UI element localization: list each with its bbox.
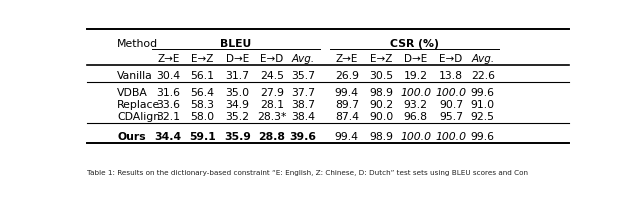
Text: CDAlign: CDAlign	[117, 111, 161, 121]
Text: 28.1: 28.1	[260, 100, 284, 110]
Text: 35.7: 35.7	[291, 71, 316, 81]
Text: 27.9: 27.9	[260, 88, 284, 98]
Text: Vanilla: Vanilla	[117, 71, 153, 81]
Text: 98.9: 98.9	[369, 131, 393, 141]
Text: D→E: D→E	[404, 54, 428, 64]
Text: 99.4: 99.4	[335, 88, 359, 98]
Text: 99.6: 99.6	[471, 131, 495, 141]
Text: BLEU: BLEU	[220, 38, 252, 48]
Text: 100.0: 100.0	[400, 88, 431, 98]
Text: 22.6: 22.6	[471, 71, 495, 81]
Text: 91.0: 91.0	[470, 100, 495, 110]
Text: E→Z: E→Z	[370, 54, 392, 64]
Text: 87.4: 87.4	[335, 111, 359, 121]
Text: 35.2: 35.2	[225, 111, 249, 121]
Text: Z→E: Z→E	[335, 54, 358, 64]
Text: E→D: E→D	[440, 54, 463, 64]
Text: 58.0: 58.0	[191, 111, 214, 121]
Text: 93.2: 93.2	[404, 100, 428, 110]
Text: 39.6: 39.6	[290, 131, 317, 141]
Text: 56.4: 56.4	[191, 88, 214, 98]
Text: 37.7: 37.7	[291, 88, 316, 98]
Text: Replace: Replace	[117, 100, 161, 110]
Text: Avg.: Avg.	[292, 54, 315, 64]
Text: VDBA: VDBA	[117, 88, 148, 98]
Text: Table 1: Results on the dictionary-based constraint “E: English, Z: Chinese, D: : Table 1: Results on the dictionary-based…	[88, 169, 529, 175]
Text: 31.7: 31.7	[225, 71, 249, 81]
Text: 99.4: 99.4	[335, 131, 359, 141]
Text: 32.1: 32.1	[156, 111, 180, 121]
Text: 100.0: 100.0	[400, 131, 431, 141]
Text: 96.8: 96.8	[404, 111, 428, 121]
Text: 28.8: 28.8	[259, 131, 285, 141]
Text: 38.7: 38.7	[291, 100, 316, 110]
Text: 56.1: 56.1	[191, 71, 214, 81]
Text: 33.6: 33.6	[156, 100, 180, 110]
Text: 100.0: 100.0	[435, 88, 467, 98]
Text: 28.3*: 28.3*	[257, 111, 287, 121]
Text: 24.5: 24.5	[260, 71, 284, 81]
Text: Method: Method	[117, 38, 158, 48]
Text: CSR (%): CSR (%)	[390, 38, 439, 48]
Text: Avg.: Avg.	[471, 54, 494, 64]
Text: 100.0: 100.0	[435, 131, 467, 141]
Text: 35.9: 35.9	[224, 131, 251, 141]
Text: 13.8: 13.8	[439, 71, 463, 81]
Text: 95.7: 95.7	[439, 111, 463, 121]
Text: 35.0: 35.0	[225, 88, 250, 98]
Text: 58.3: 58.3	[191, 100, 214, 110]
Text: 26.9: 26.9	[335, 71, 359, 81]
Text: 34.4: 34.4	[155, 131, 182, 141]
Text: Z→E: Z→E	[157, 54, 179, 64]
Text: 90.7: 90.7	[439, 100, 463, 110]
Text: 30.4: 30.4	[156, 71, 180, 81]
Text: Ours: Ours	[117, 131, 146, 141]
Text: 59.1: 59.1	[189, 131, 216, 141]
Text: 92.5: 92.5	[471, 111, 495, 121]
Text: 34.9: 34.9	[225, 100, 249, 110]
Text: 30.5: 30.5	[369, 71, 393, 81]
Text: 90.0: 90.0	[369, 111, 393, 121]
Text: 31.6: 31.6	[156, 88, 180, 98]
Text: 89.7: 89.7	[335, 100, 359, 110]
Text: D→E: D→E	[226, 54, 249, 64]
Text: 38.4: 38.4	[291, 111, 316, 121]
Text: E→D: E→D	[260, 54, 284, 64]
Text: E→Z: E→Z	[191, 54, 214, 64]
Text: 98.9: 98.9	[369, 88, 393, 98]
Text: 19.2: 19.2	[404, 71, 428, 81]
Text: 99.6: 99.6	[471, 88, 495, 98]
Text: 90.2: 90.2	[369, 100, 393, 110]
